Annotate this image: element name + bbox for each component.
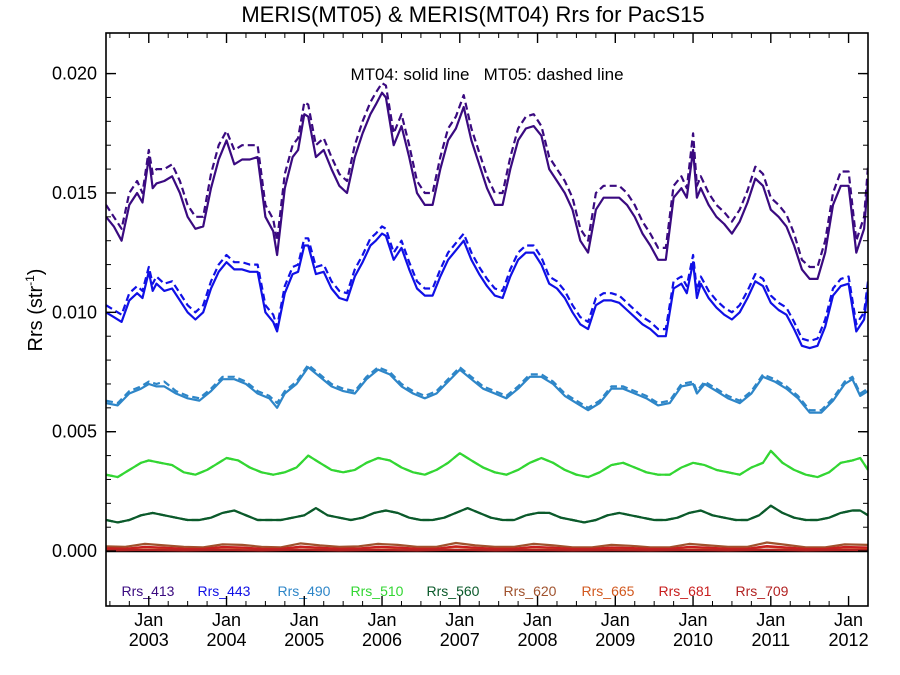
y-tick-label: 0.005 [52, 422, 97, 442]
series-line-rrs-443-solid [106, 232, 868, 350]
y-axis-label: Rrs (str-1) [23, 269, 47, 352]
series-layer [106, 81, 868, 552]
legend-item-rrs-443: Rrs_443 [198, 583, 251, 599]
x-tick-label-year: 2011 [751, 630, 790, 650]
x-tick-label-year: 2004 [206, 630, 246, 650]
y-tick-label: 0.000 [52, 541, 97, 561]
x-tick-label-month: Jan [212, 610, 241, 630]
legend-item-rrs-413: Rrs_413 [122, 583, 175, 599]
chart-title: MERIS(MT05) & MERIS(MT04) Rrs for PacS15 [241, 2, 704, 27]
x-tick-label-month: Jan [756, 610, 785, 630]
x-tick-label-year: 2003 [129, 630, 169, 650]
y-axis: 0.000 0.005 0.010 0.015 0.020 [52, 64, 868, 561]
legend-item-rrs-681: Rrs_681 [659, 583, 712, 599]
x-tick-label-year: 2012 [829, 630, 869, 650]
x-tick-label-year: 2005 [284, 630, 324, 650]
y-axis-label-close: ) [25, 269, 47, 276]
series-line-rrs-443-dashed [106, 225, 868, 343]
y-axis-label-main: Rrs (str [25, 286, 47, 352]
plot-area [106, 81, 868, 553]
plot-frame [105, 32, 869, 607]
series-line-rrs-490-dashed [106, 363, 868, 412]
legend-item-rrs-490: Rrs_490 [278, 583, 331, 599]
x-tick-label-month: Jan [445, 610, 474, 630]
series-line-rrs-413-solid [106, 91, 868, 280]
x-axis: Jan2003Jan2004Jan2005Jan2006Jan2007Jan20… [109, 33, 869, 650]
x-tick-label-month: Jan [679, 610, 708, 630]
chart-annotation: MT04: solid line MT05: dashed line [350, 65, 623, 84]
x-tick-label-month: Jan [290, 610, 319, 630]
series-line-rrs-620-solid [106, 541, 868, 549]
x-tick-label-year: 2010 [673, 630, 713, 650]
y-axis-label-exponent: -1 [23, 275, 37, 286]
y-tick-label: 0.015 [52, 183, 97, 203]
legend-item-rrs-620: Rrs_620 [504, 583, 557, 599]
series-line-rrs-681-solid [106, 544, 868, 551]
x-tick-label-month: Jan [134, 610, 163, 630]
x-tick-label-month: Jan [523, 610, 552, 630]
legend: Rrs_413 Rrs_443 Rrs_490 Rrs_510 Rrs_560 Rrs_6… [122, 583, 789, 599]
x-tick-label-month: Jan [368, 610, 397, 630]
x-tick-label-year: 2008 [518, 630, 558, 650]
series-line-rrs-413-dashed [106, 81, 868, 269]
x-tick-label-year: 2006 [362, 630, 402, 650]
legend-item-rrs-510: Rrs_510 [351, 583, 404, 599]
series-line-rrs-560-dashed [106, 504, 868, 524]
x-tick-label-month: Jan [834, 610, 863, 630]
y-tick-label: 0.010 [52, 302, 97, 322]
legend-item-rrs-560: Rrs_560 [427, 583, 480, 599]
x-tick-label-year: 2007 [440, 630, 480, 650]
y-tick-label: 0.020 [52, 64, 97, 84]
legend-item-rrs-709: Rrs_709 [736, 583, 789, 599]
series-line-rrs-510-dashed [106, 449, 868, 479]
series-line-rrs-490-solid [106, 366, 868, 414]
x-tick-label-month: Jan [601, 610, 630, 630]
series-line-rrs-709-solid [106, 548, 868, 552]
legend-item-rrs-665: Rrs_665 [582, 583, 635, 599]
x-tick-label-year: 2009 [595, 630, 635, 650]
